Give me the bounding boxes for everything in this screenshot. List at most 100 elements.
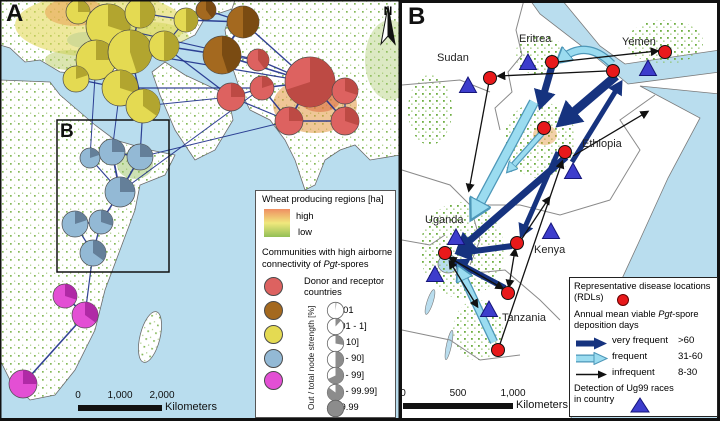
flow-very-frequent — [555, 72, 619, 128]
country-label-uganda: Uganda — [425, 214, 464, 226]
scalebar-a: 0 1,000 2,000 Kilometers — [60, 390, 230, 418]
flow-infrequent — [505, 247, 519, 289]
pie-node-magenta — [71, 301, 99, 329]
flow-very-frequent — [533, 65, 556, 111]
annual-line2: deposition days — [574, 320, 639, 330]
wheat-legend-title: Wheat producing regions [ha] — [262, 194, 384, 204]
flow-infrequent — [465, 81, 490, 193]
ug99-triangles — [425, 52, 658, 317]
scalebar-a-unit: Kilometers — [165, 401, 217, 413]
network-edge — [139, 120, 290, 158]
panel-b-border — [399, 0, 720, 418]
pie-node-blue — [79, 239, 107, 267]
scalebar-b-unit: Kilometers — [516, 399, 568, 411]
pie-node-yellow — [125, 88, 161, 124]
north-arrow: N — [377, 4, 399, 62]
pie-node-blue — [61, 210, 89, 238]
strength-class-row: ]90 - 99] — [326, 366, 364, 385]
rdl-dots — [438, 45, 672, 357]
scalebar-a-tick-0: 0 — [75, 390, 81, 401]
pie-node-red — [249, 75, 275, 101]
wheat-low-label: low — [298, 227, 312, 237]
pgt-italic: Pgt — [323, 259, 338, 269]
ug99-legend-line2: in country — [574, 394, 615, 404]
frequent-arrow-icon — [576, 352, 608, 365]
strength-class-row: ]99 - 99.99] — [326, 383, 378, 401]
panel-b-legend: Representative disease locations (RDLs) … — [569, 277, 718, 417]
strength-pie-icon — [326, 383, 345, 401]
pie-node-yellow — [124, 0, 156, 29]
ug99-legend-line1: Detection of Ug99 races — [574, 383, 674, 393]
pie-node-magenta — [8, 369, 38, 399]
ug99-triangle — [458, 75, 478, 93]
strength-class-label: ]99 - 99.99] — [330, 386, 378, 396]
communities-title-post: -spores — [337, 259, 369, 269]
flow-infrequent — [448, 259, 479, 309]
community-swatch-blue — [264, 348, 283, 368]
infrequent-arrow-icon — [576, 370, 607, 379]
pie-node-magenta — [52, 283, 78, 309]
community-swatch-brown — [264, 300, 283, 320]
strength-class-label: >99.99 — [330, 402, 359, 413]
ug99-triangle-icon — [630, 397, 650, 413]
strength-class-list: <0.01[0.01 - 1]]1 - 10]]10 - 90]]90 - 99… — [326, 301, 396, 417]
very-frequent-label: very frequent — [612, 335, 668, 346]
strength-pie-icon — [326, 350, 345, 368]
country-label-sudan: Sudan — [437, 52, 469, 64]
communities-title-line1: Communities with high airborne — [262, 247, 393, 257]
strength-class-row: ]1 - 10] — [326, 334, 359, 352]
pie-node-blue — [88, 209, 114, 235]
country-label-eritrea: Eritrea — [519, 33, 552, 45]
rdl-dot — [491, 343, 505, 357]
scalebar-b-tick-500: 500 — [449, 388, 467, 399]
pie-node-blue — [98, 138, 126, 166]
rdl-dot — [510, 236, 524, 250]
very-frequent-arrow-icon — [576, 337, 607, 350]
rdl-dot — [545, 55, 559, 69]
country-label-kenya: Kenya — [534, 244, 566, 256]
annual-pre: Annual mean viable — [574, 309, 659, 319]
infrequent-value: 8-30 — [678, 367, 698, 378]
annual-post: -spore — [672, 309, 699, 319]
rdl-dot — [438, 246, 452, 260]
rdl-dot — [658, 45, 672, 59]
panel-a-map — [0, 0, 400, 418]
pie-node-red — [274, 106, 304, 136]
rdl-dot — [558, 145, 572, 159]
inset-extent-box — [56, 119, 170, 273]
spore-flow-arrows — [447, 45, 660, 345]
flow-very-frequent — [454, 241, 513, 261]
community-pie-nodes — [8, 0, 360, 399]
strength-class-label: [0.01 - 1] — [330, 320, 367, 331]
infrequent-label: infrequent — [612, 367, 655, 378]
pie-node-red — [284, 56, 336, 108]
flow-frequent — [560, 50, 615, 67]
communities-title-line2: connectivity of Pgt-spores — [262, 259, 368, 270]
flow-infrequent — [496, 70, 607, 81]
ug99-triangle — [541, 221, 561, 239]
community-swatch-magenta — [264, 370, 283, 390]
rdl-legend-line1: Representative disease locations — [574, 281, 711, 291]
strength-pie-icon — [326, 334, 345, 352]
communities-title-pre: connectivity of — [262, 259, 324, 269]
rdl-dot-icon — [617, 294, 629, 306]
flow-frequent — [474, 100, 538, 214]
pie-node-red — [331, 77, 359, 105]
land-madagascar — [138, 311, 162, 363]
annual-line1: Annual mean viable Pgt-spore — [574, 309, 699, 320]
flow-infrequent — [556, 47, 660, 63]
pie-node-red — [216, 82, 246, 112]
pie-node-blue — [104, 176, 136, 208]
wheat-high-label: high — [296, 211, 314, 221]
scalebar-b: 0 500 1,000 Kilometers — [396, 388, 576, 416]
pie-node-yellow — [173, 7, 199, 33]
scalebar-b-bar — [403, 403, 513, 409]
donor-label-line2: countries — [304, 287, 342, 297]
scalebar-a-bar — [78, 405, 162, 411]
scalebar-a-tick-2000: 2,000 — [149, 390, 175, 401]
pgt-italic-b: Pgt — [658, 309, 673, 319]
pie-node-blue — [126, 143, 154, 171]
flow-infrequent — [499, 159, 565, 345]
pie-node-red — [246, 48, 270, 72]
scalebar-b-tick-1000: 1,000 — [500, 388, 526, 399]
